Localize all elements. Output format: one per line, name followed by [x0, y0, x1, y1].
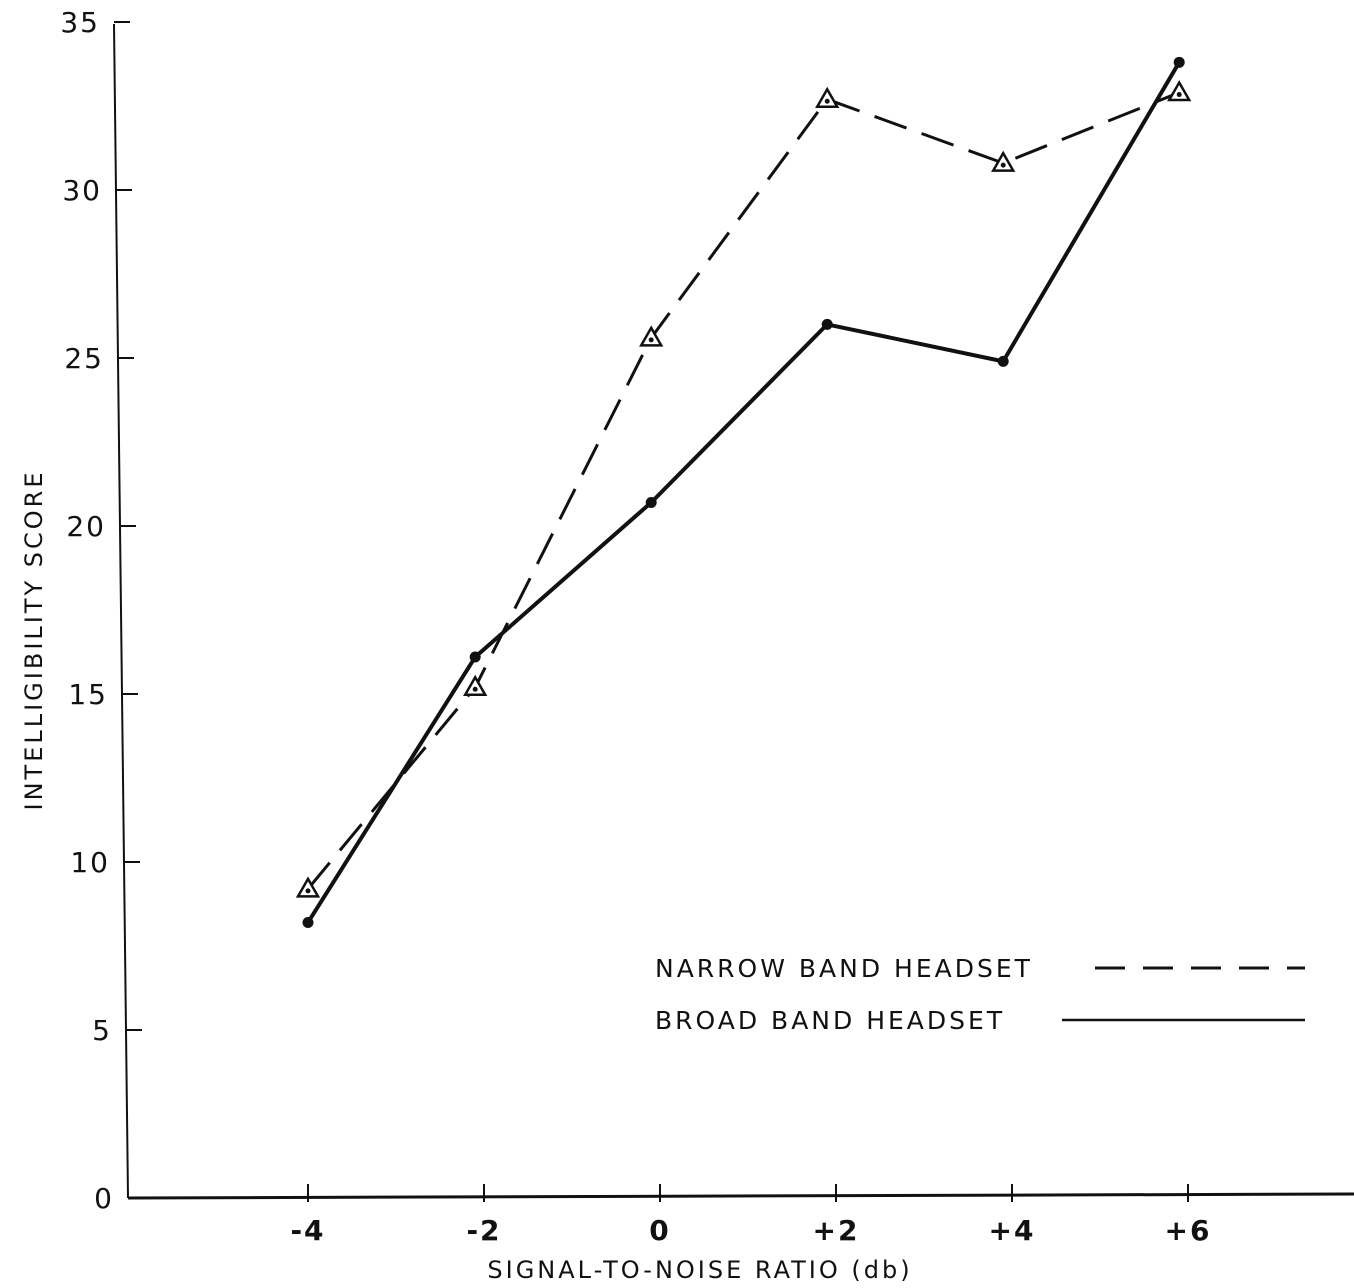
triangle-marker-center — [648, 337, 654, 343]
triangle-marker — [815, 86, 840, 109]
y-tick-label: 35 — [60, 6, 100, 39]
triangle-marker — [1167, 80, 1192, 102]
legend: NARROW BAND HEADSET BROAD BAND HEADSET — [655, 954, 1305, 1035]
series-line — [306, 91, 1180, 890]
triangle-marker — [991, 150, 1016, 172]
triangle-marker-center — [305, 888, 311, 894]
x-axis-line — [127, 1192, 1354, 1200]
series-broad-band — [302, 56, 1185, 928]
series-line — [306, 61, 1181, 924]
dot-marker — [1173, 56, 1185, 68]
legend-label: BROAD BAND HEADSET — [655, 1006, 1005, 1035]
triangle-marker — [463, 674, 488, 697]
series-layer — [295, 56, 1192, 928]
triangle-marker — [639, 325, 664, 347]
y-tick-label: 10 — [70, 846, 110, 879]
triangle-marker-center — [1000, 162, 1006, 168]
triangle-marker-center — [824, 98, 830, 104]
x-axis-label: SIGNAL-TO-NOISE RATIO (db) — [487, 1256, 912, 1284]
chart-axes — [113, 23, 1354, 1200]
y-tick-label: 20 — [66, 510, 106, 543]
dot-marker — [645, 496, 657, 508]
y-axis-label: INTELLIGIBILITY SCORE — [20, 469, 48, 810]
dot-marker — [302, 916, 314, 928]
dot-marker — [997, 355, 1009, 367]
y-tick-label: 15 — [68, 678, 108, 711]
x-axis-ticks: -4 -2 0 +2 +4 +6 — [290, 1184, 1212, 1247]
triangle-marker-center — [1176, 92, 1182, 98]
series-narrow-band — [295, 80, 1192, 898]
y-tick-label: 30 — [62, 174, 102, 207]
triangle-marker — [295, 876, 321, 898]
triangle-marker-center — [472, 686, 478, 692]
dot-marker — [821, 318, 833, 330]
x-tick-label: +6 — [1165, 1214, 1212, 1247]
y-axis-ticks: 0 5 10 15 20 25 30 35 — [60, 6, 142, 1215]
x-tick-label: -2 — [466, 1214, 501, 1247]
dot-marker — [469, 651, 481, 663]
y-tick-label: 25 — [64, 342, 104, 375]
legend-label: NARROW BAND HEADSET — [655, 954, 1033, 983]
y-axis-line — [113, 23, 129, 1199]
x-tick-label: +2 — [813, 1214, 860, 1247]
x-tick-label: -4 — [290, 1214, 325, 1247]
x-tick-label: +4 — [989, 1214, 1036, 1247]
y-tick-label: 0 — [94, 1182, 114, 1215]
y-tick-label: 5 — [92, 1014, 112, 1047]
x-tick-label: 0 — [649, 1214, 670, 1247]
